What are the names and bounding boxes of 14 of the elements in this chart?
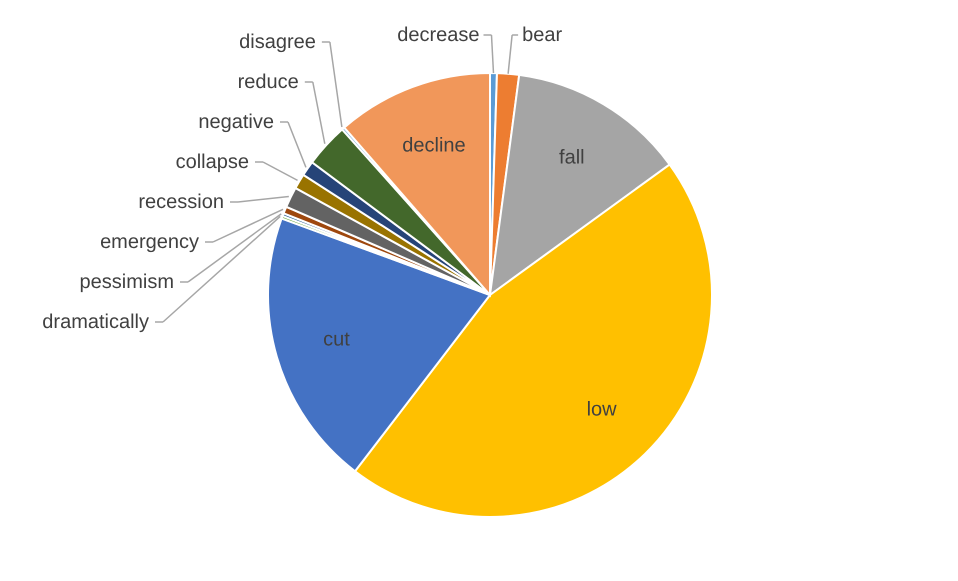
slice-label: fall bbox=[559, 146, 585, 169]
slice-label: pessimism bbox=[80, 271, 174, 293]
slice-label: cut bbox=[323, 328, 350, 351]
slice-label: low bbox=[586, 398, 618, 420]
slice-label: disagree bbox=[239, 31, 316, 53]
slice-label: recession bbox=[138, 191, 224, 213]
slice-label: emergency bbox=[100, 231, 199, 253]
slice-label: negative bbox=[198, 111, 274, 133]
slice-label: dramatically bbox=[42, 311, 149, 333]
slice-label: decrease bbox=[397, 24, 480, 46]
slice-label: collapse bbox=[176, 151, 249, 173]
slice-label: reduce bbox=[238, 71, 299, 93]
slice-label: decline bbox=[402, 134, 466, 156]
slice-label: bear bbox=[522, 24, 562, 46]
